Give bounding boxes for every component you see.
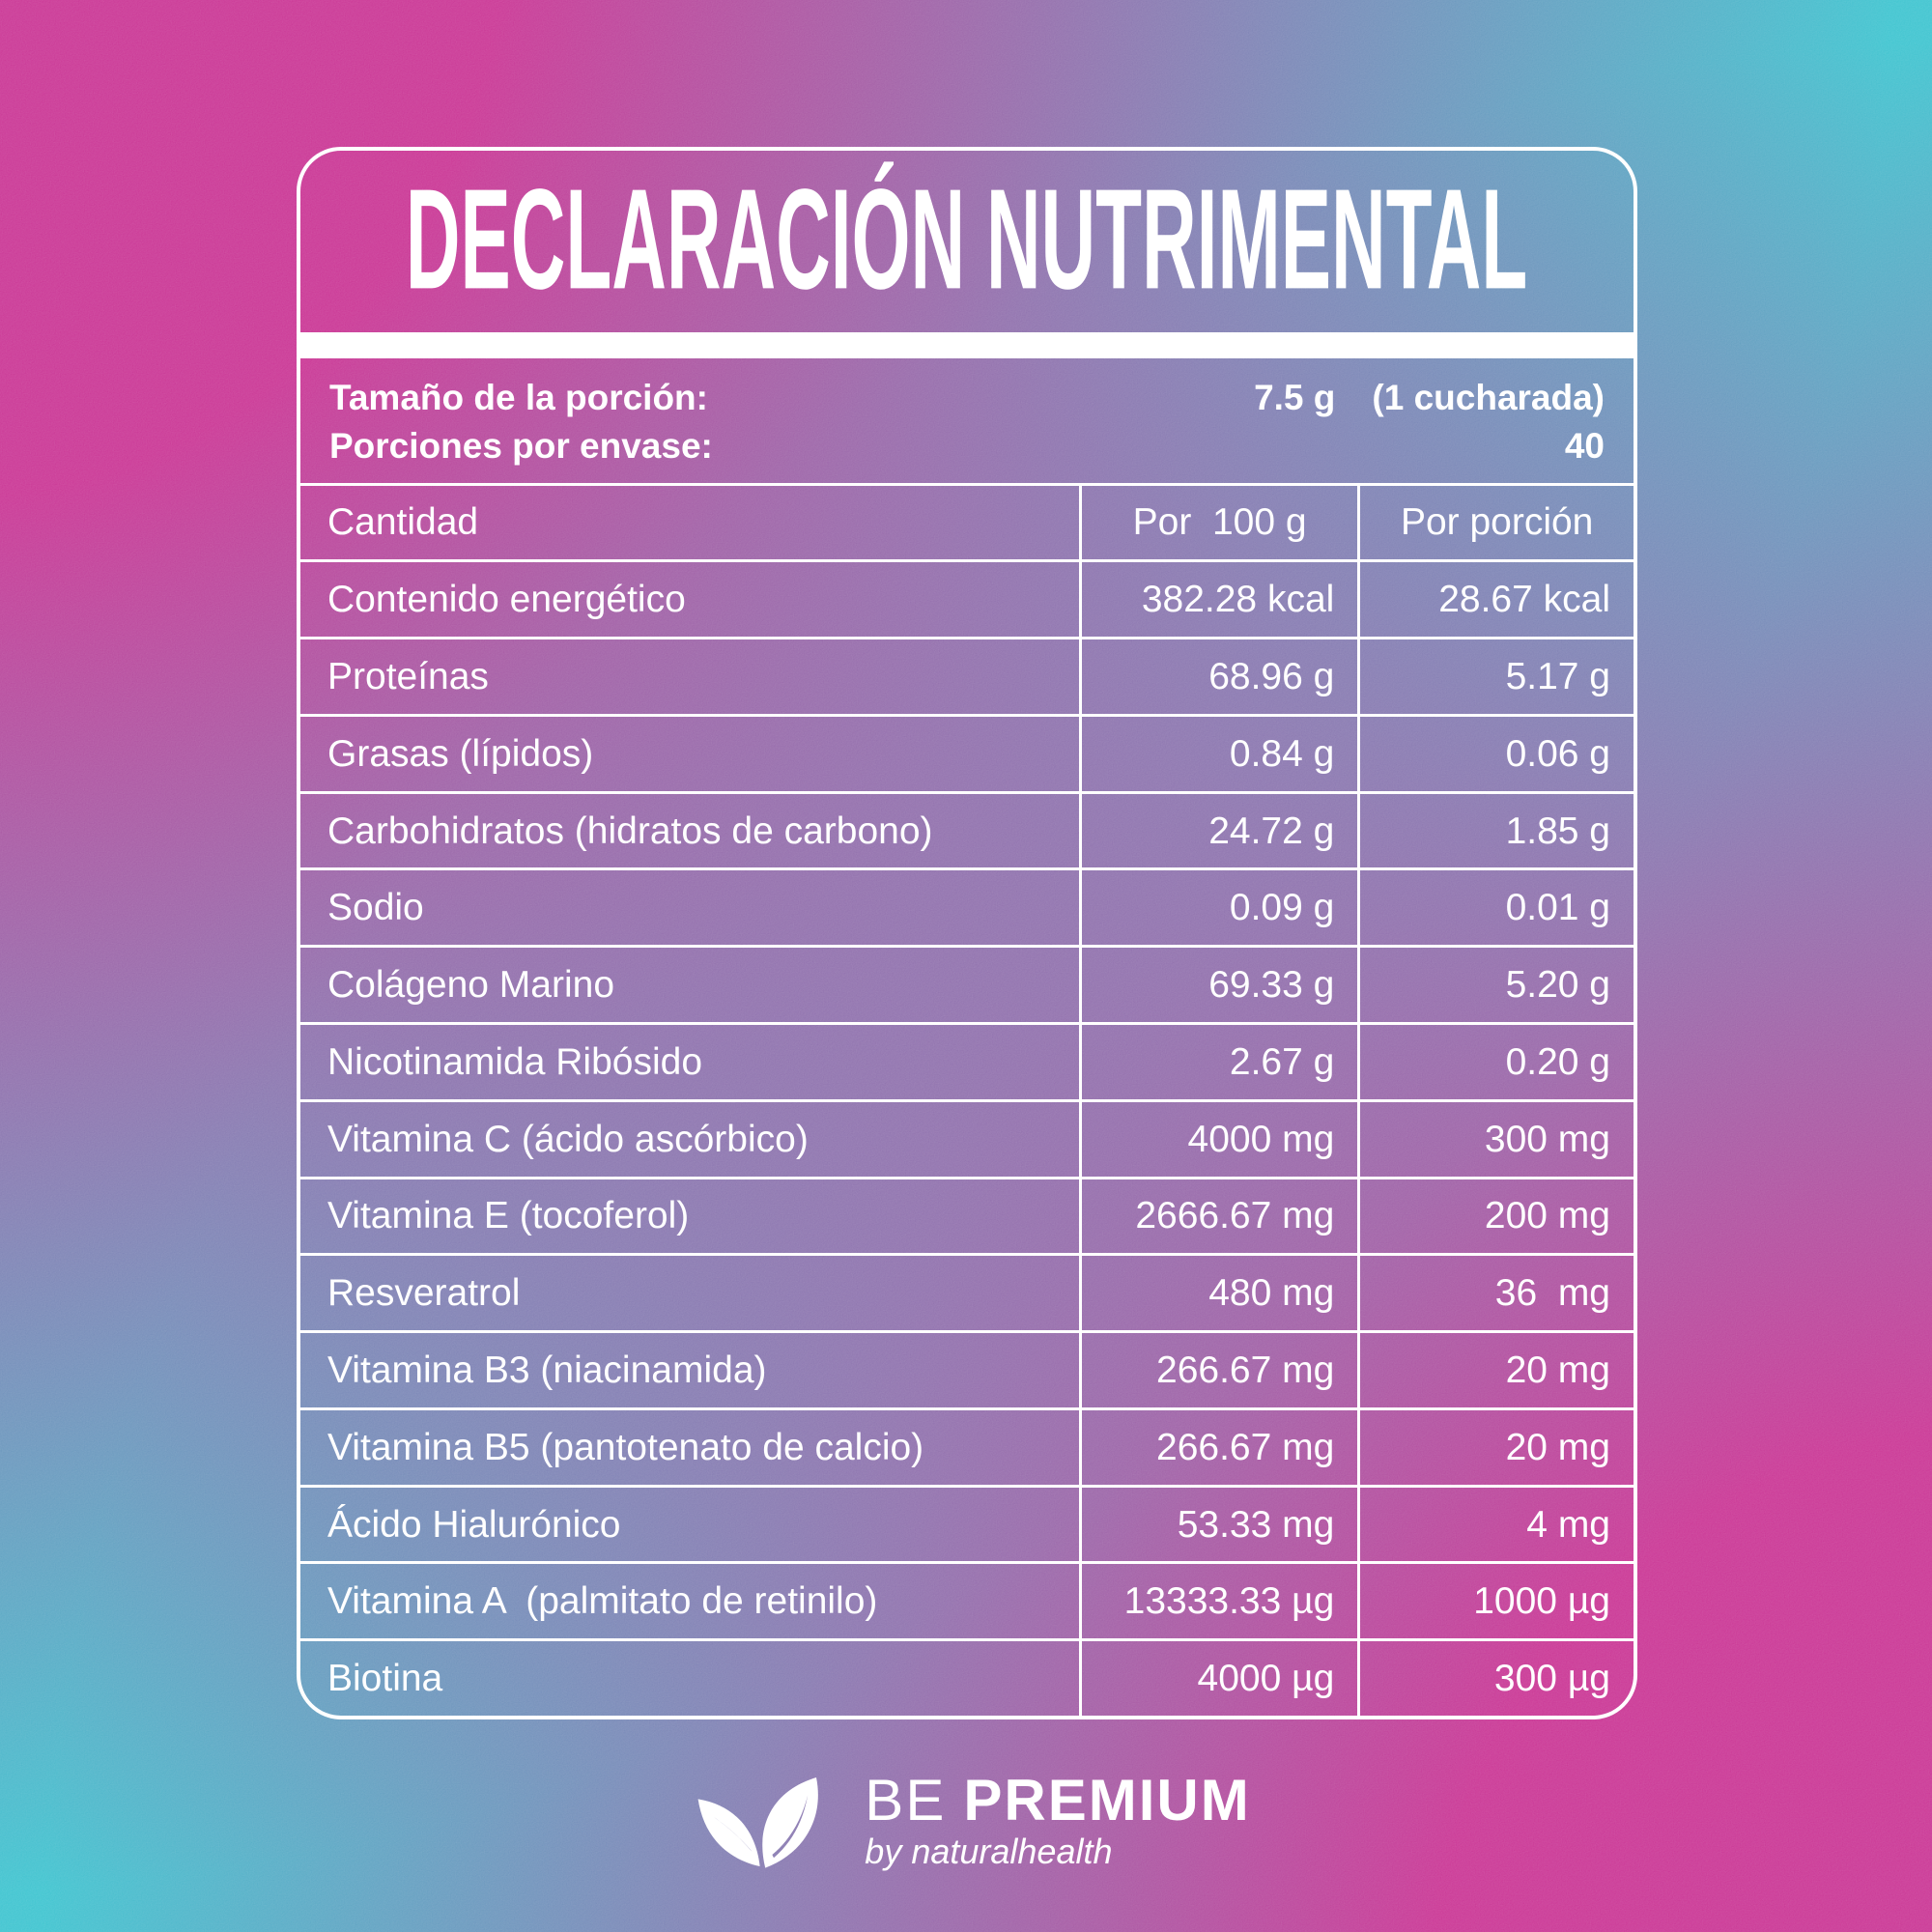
per-portion-value: 0.20 g (1357, 1024, 1634, 1099)
per-portion-value: 28.67 kcal (1357, 562, 1634, 638)
per-portion-value: 20 mg (1357, 1409, 1634, 1485)
header-per-100g: Por 100 g (1078, 485, 1357, 560)
brand-logo: BE PREMIUM by naturalhealth (681, 1758, 1250, 1882)
nutrient-name: Biotina (327, 1658, 443, 1700)
nutrient-name: Sodio (327, 887, 424, 929)
table-row: Vitamina A (palmitato de retinilo) 13333… (300, 1561, 1634, 1639)
table-row: Carbohidratos (hidratos de carbono) 24.7… (300, 790, 1634, 868)
nutrient-name: Vitamina B3 (niacinamida) (327, 1349, 767, 1391)
per-portion-value: 300 µg (1357, 1641, 1634, 1716)
per-portion-value: 5.17 g (1357, 639, 1634, 714)
per-100g-value: 24.72 g (1078, 793, 1357, 868)
table-row: Vitamina C (ácido ascórbico) 4000 mg 300… (300, 1098, 1634, 1177)
per-portion-value: 0.01 g (1357, 870, 1634, 946)
table-row: Vitamina B5 (pantotenato de calcio) 266.… (300, 1406, 1634, 1485)
header-cantidad: Cantidad (327, 501, 479, 544)
per-100g-value: 480 mg (1078, 1256, 1357, 1331)
per-portion-value: 36 mg (1357, 1256, 1634, 1331)
serving-size-label: Tamaño de la porción: (329, 378, 708, 417)
table-row: Vitamina E (tocoferol) 2666.67 mg 200 mg (300, 1176, 1634, 1254)
nutrient-name: Vitamina C (ácido ascórbico) (327, 1118, 809, 1160)
per-100g-value: 4000 mg (1078, 1101, 1357, 1177)
servings-per-container-row: Porciones por envase: 40 (329, 424, 1605, 469)
per-portion-value: 1.85 g (1357, 793, 1634, 868)
table-row: Biotina 4000 µg 300 µg (300, 1638, 1634, 1716)
table-row: Contenido energético 382.28 kcal 28.67 k… (300, 559, 1634, 638)
table-header-row: Cantidad Por 100 g Por porción (300, 482, 1634, 560)
per-portion-value: 5.20 g (1357, 948, 1634, 1022)
nutrient-name: Colágeno Marino (327, 964, 615, 1007)
table-row: Ácido Hialurónico 53.33 mg 4 mg (300, 1484, 1634, 1562)
servings-per-container-label: Porciones por envase: (329, 426, 713, 467)
header-per-portion: Por porción (1357, 485, 1634, 560)
serving-size-values: 7.5 g (1 cucharada) (1254, 376, 1605, 420)
brand-byline: by naturalhealth (865, 1831, 1113, 1871)
per-100g-value: 13333.33 µg (1078, 1564, 1357, 1639)
nutrient-name: Proteínas (327, 655, 489, 697)
nutrient-name: Carbohidratos (hidratos de carbono) (327, 810, 933, 852)
title-divider-bar (300, 332, 1634, 358)
per-100g-value: 266.67 mg (1078, 1333, 1357, 1407)
brand-footer: BE PREMIUM by naturalhealth (0, 1758, 1932, 1882)
per-portion-value: 1000 µg (1357, 1564, 1634, 1639)
brand-name-premium: PREMIUM (963, 1767, 1251, 1833)
per-portion-value: 300 mg (1357, 1101, 1634, 1177)
nutrient-name: Vitamina A (palmitato de retinilo) (327, 1580, 878, 1623)
nutrition-label-card: DECLARACIÓN NUTRIMENTAL Tamaño de la por… (297, 147, 1637, 1719)
serving-size-row: Tamaño de la porción: 7.5 g (1 cucharada… (329, 376, 1605, 420)
nutrient-name: Vitamina E (tocoferol) (327, 1195, 690, 1237)
table-row: Vitamina B3 (niacinamida) 266.67 mg 20 m… (300, 1330, 1634, 1407)
serving-info: Tamaño de la porción: 7.5 g (1 cucharada… (300, 358, 1634, 483)
nutrition-table: Cantidad Por 100 g Por porción Contenido… (300, 482, 1634, 1716)
brand-text: BE PREMIUM by naturalhealth (865, 1770, 1250, 1871)
nutrient-name: Resveratrol (327, 1272, 521, 1315)
per-100g-value: 2.67 g (1078, 1024, 1357, 1099)
leaf-icon (697, 1777, 819, 1868)
brand-name: BE PREMIUM (865, 1770, 1250, 1831)
table-row: Sodio 0.09 g 0.01 g (300, 867, 1634, 946)
serving-size-value: 7.5 g (1254, 378, 1336, 417)
per-portion-value: 200 mg (1357, 1179, 1634, 1254)
label-title-area: DECLARACIÓN NUTRIMENTAL (300, 151, 1634, 332)
per-100g-value: 53.33 mg (1078, 1487, 1357, 1562)
table-row: Proteínas 68.96 g 5.17 g (300, 637, 1634, 714)
per-100g-value: 2666.67 mg (1078, 1179, 1357, 1254)
per-100g-value: 0.84 g (1078, 716, 1357, 791)
per-100g-value: 266.67 mg (1078, 1409, 1357, 1485)
per-100g-value: 4000 µg (1078, 1641, 1357, 1716)
serving-size-note: (1 cucharada) (1372, 378, 1605, 417)
per-100g-value: 382.28 kcal (1078, 562, 1357, 638)
table-row: Colágeno Marino 69.33 g 5.20 g (300, 945, 1634, 1022)
per-portion-value: 0.06 g (1357, 716, 1634, 791)
per-portion-value: 20 mg (1357, 1333, 1634, 1407)
per-100g-value: 68.96 g (1078, 639, 1357, 714)
per-100g-value: 0.09 g (1078, 870, 1357, 946)
nutrient-name: Contenido energético (327, 579, 686, 621)
per-portion-value: 4 mg (1357, 1487, 1634, 1562)
label-title: DECLARACIÓN NUTRIMENTAL (406, 159, 1528, 320)
table-row: Resveratrol 480 mg 36 mg (300, 1253, 1634, 1331)
per-100g-value: 69.33 g (1078, 948, 1357, 1022)
servings-per-container-value: 40 (1564, 426, 1605, 467)
table-row: Nicotinamida Ribósido 2.67 g 0.20 g (300, 1021, 1634, 1099)
nutrient-name: Nicotinamida Ribósido (327, 1040, 703, 1083)
nutrient-name: Vitamina B5 (pantotenato de calcio) (327, 1426, 924, 1468)
brand-name-be: BE (865, 1767, 947, 1833)
table-row: Grasas (lípidos) 0.84 g 0.06 g (300, 713, 1634, 791)
nutrient-name: Grasas (lípidos) (327, 732, 594, 775)
nutrient-name: Ácido Hialurónico (327, 1503, 621, 1546)
